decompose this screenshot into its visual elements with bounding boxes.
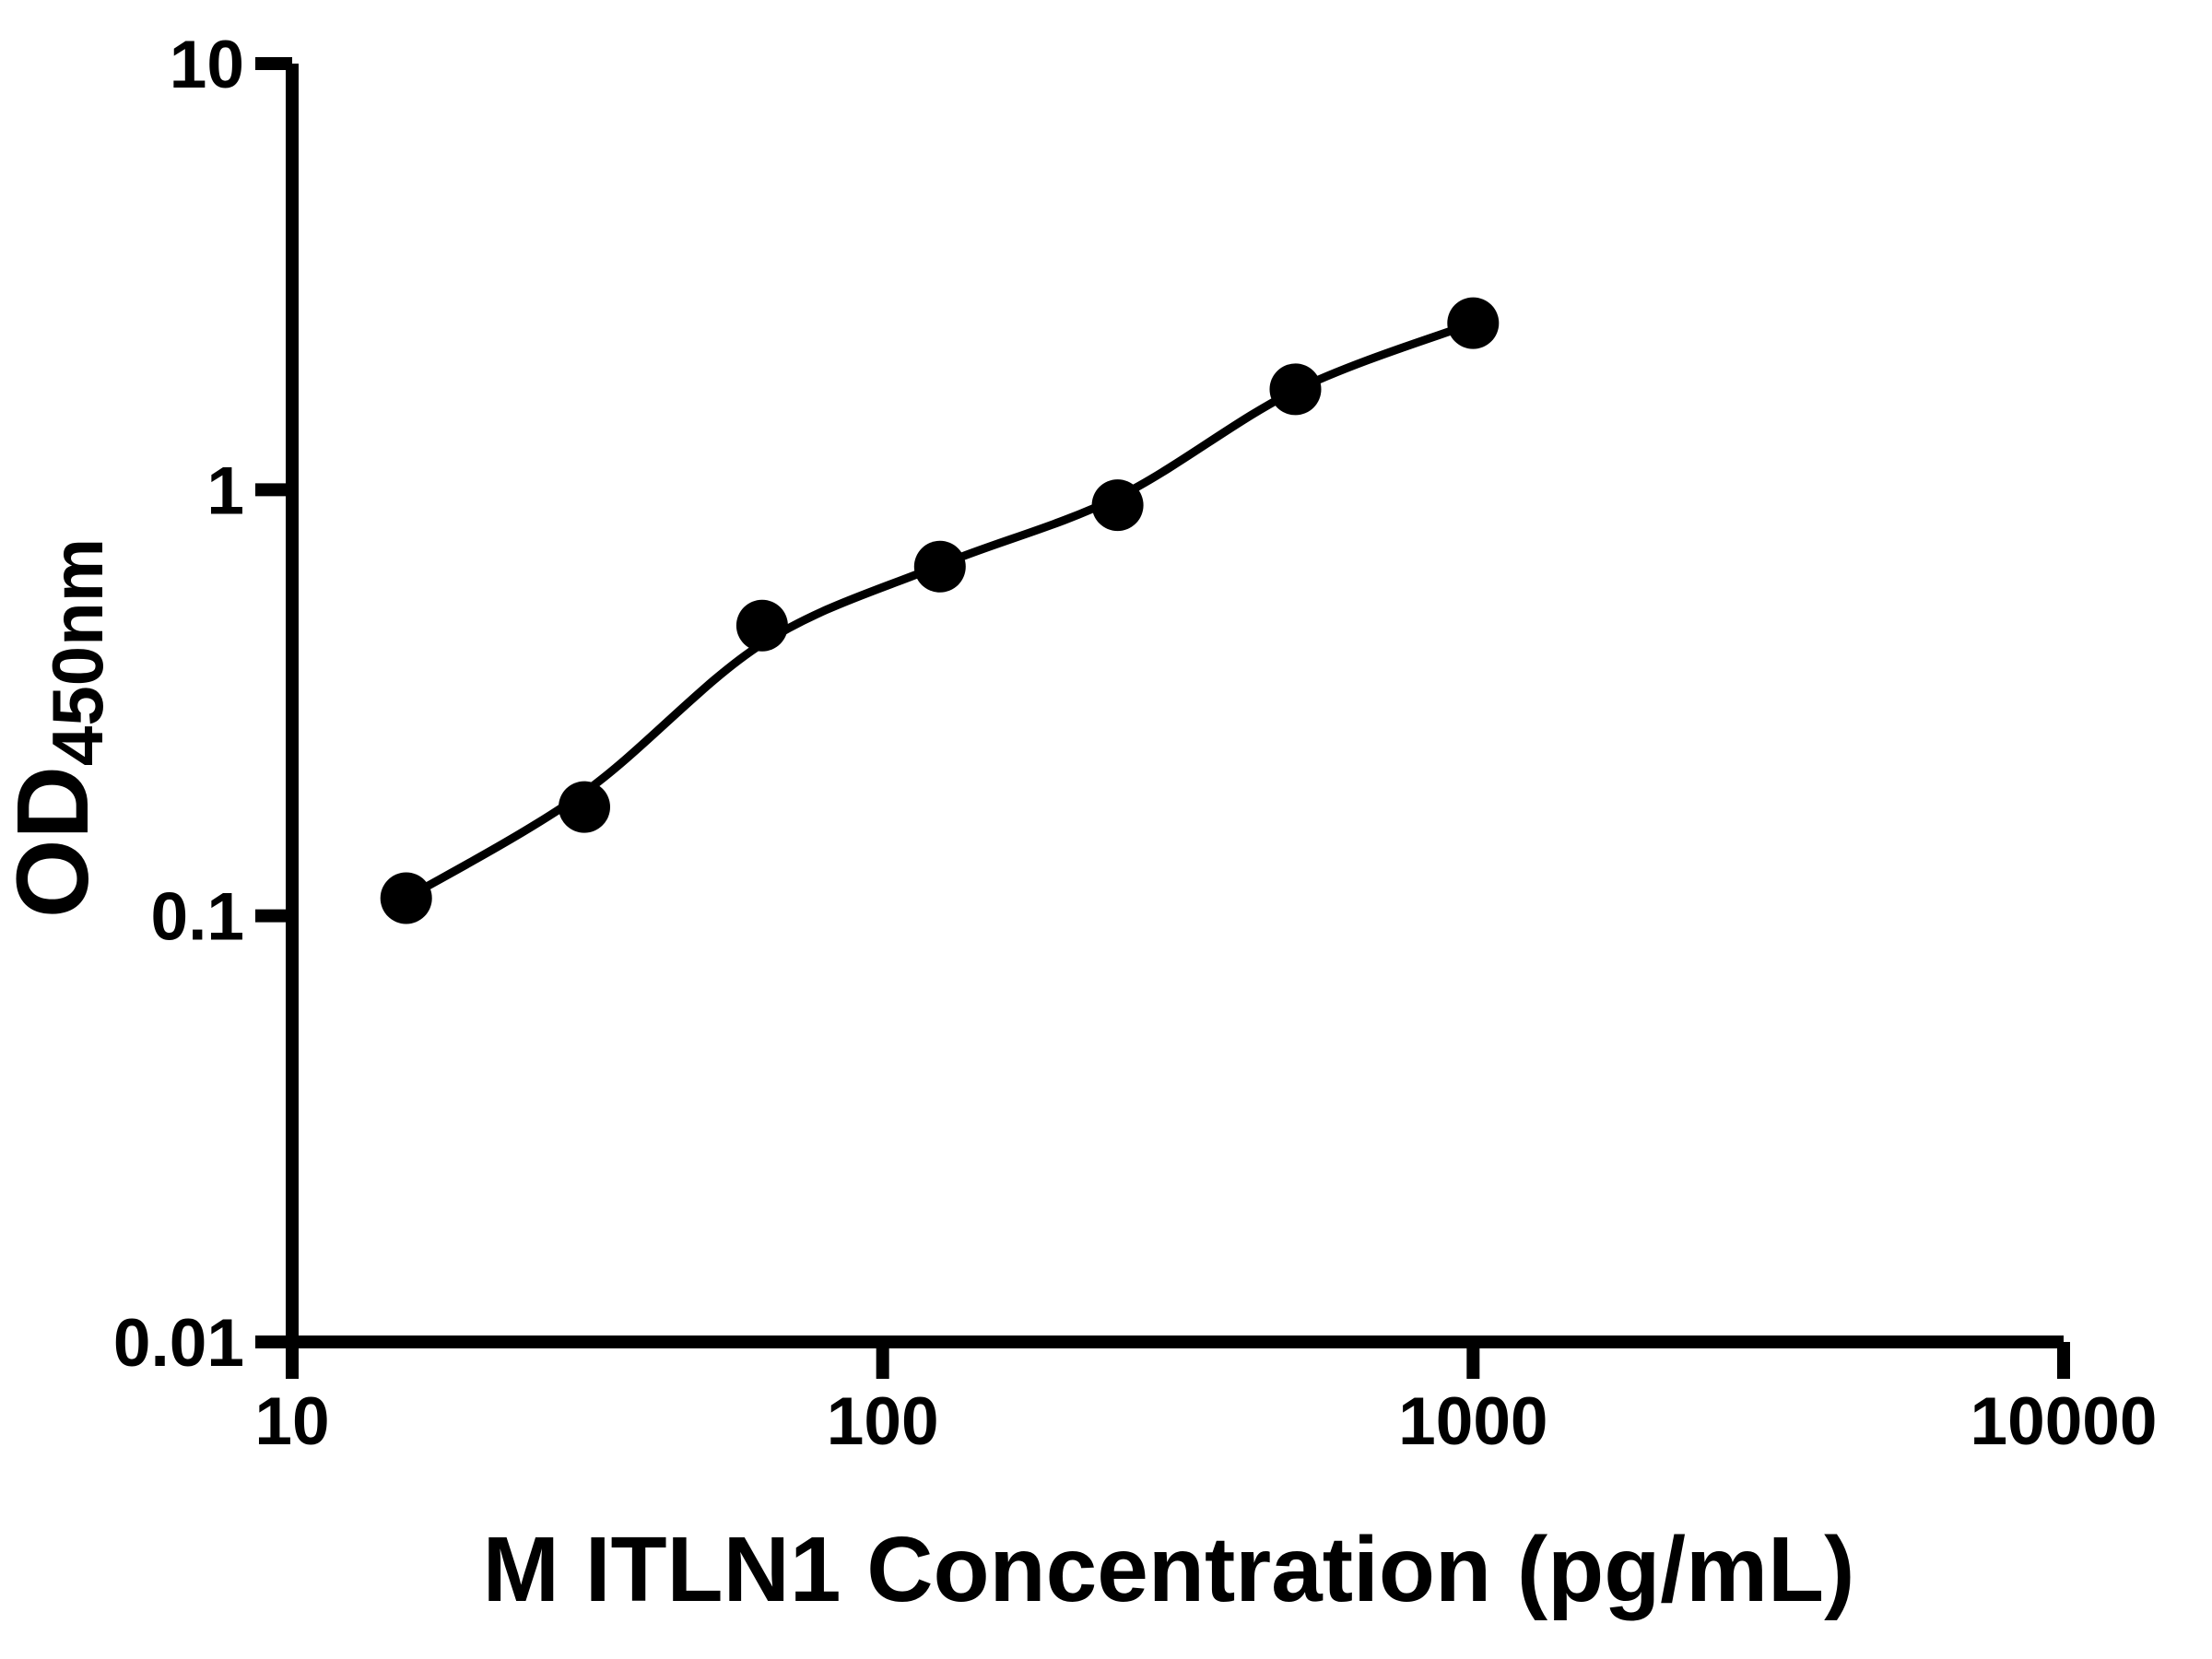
data-point-marker [1091, 479, 1144, 532]
data-point-marker [735, 599, 788, 652]
x-tick-label: 100 [827, 1384, 939, 1459]
y-axis-title: OD450nm [0, 538, 118, 918]
data-point-marker [1269, 363, 1322, 416]
y-tick-label: 0.01 [113, 1306, 244, 1381]
axes [286, 64, 2064, 1379]
y-axis-title-subscript: 450nm [37, 538, 118, 766]
y-tick-label: 0.1 [151, 880, 244, 955]
x-axis-title: M ITLN1 Concentration (pg/mL) [483, 1518, 1855, 1621]
data-point-marker [380, 872, 432, 924]
data-point-marker [559, 781, 610, 833]
x-tick-label: 1000 [1398, 1384, 1547, 1459]
x-tick-label: 10000 [1971, 1384, 2158, 1459]
y-tick-label: 10 [170, 28, 244, 102]
y-tick-label: 1 [206, 453, 244, 528]
data-points [380, 297, 1500, 924]
data-point-marker [1447, 297, 1500, 349]
tick-marks [255, 57, 2070, 1379]
data-point-marker [913, 540, 966, 593]
y-axis-title-main: OD [0, 766, 110, 918]
x-tick-label: 10 [254, 1384, 329, 1459]
